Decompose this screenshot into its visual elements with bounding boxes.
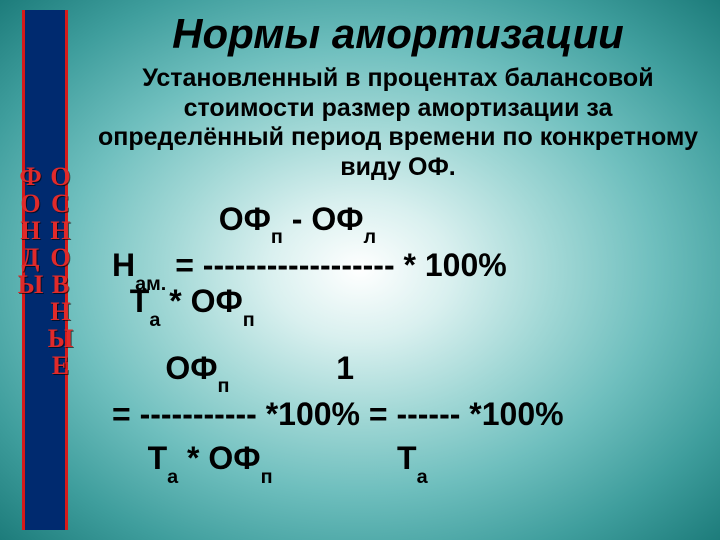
page-title: Нормы амортизации xyxy=(88,10,708,58)
formula-block: ОФп - ОФл Нам. = ------------------ * 10… xyxy=(88,200,708,483)
slide: ОСНОВНЫЕ ФОНДЫ Нормы амортизации Установ… xyxy=(0,0,720,540)
content-area: Нормы амортизации Установленный в процен… xyxy=(78,0,718,540)
formula-numerator-1: ОФп - ОФл xyxy=(112,200,708,244)
sidebar-label: ОСНОВНЫЕ ФОНДЫ xyxy=(15,162,75,378)
sidebar: ОСНОВНЫЕ ФОНДЫ xyxy=(22,10,68,530)
formula-numerator-2: ОФп 1 xyxy=(112,349,708,393)
formula-denominator-2: Та * ОФп Та xyxy=(112,439,708,483)
definition-text: Установленный в процентах балансовой сто… xyxy=(98,64,698,182)
sidebar-word-2: ФОНДЫ xyxy=(16,162,45,297)
formula-main-2: = ----------- *100% = ------ *100% xyxy=(112,395,708,433)
sidebar-word-1: ОСНОВНЫЕ xyxy=(46,162,75,378)
